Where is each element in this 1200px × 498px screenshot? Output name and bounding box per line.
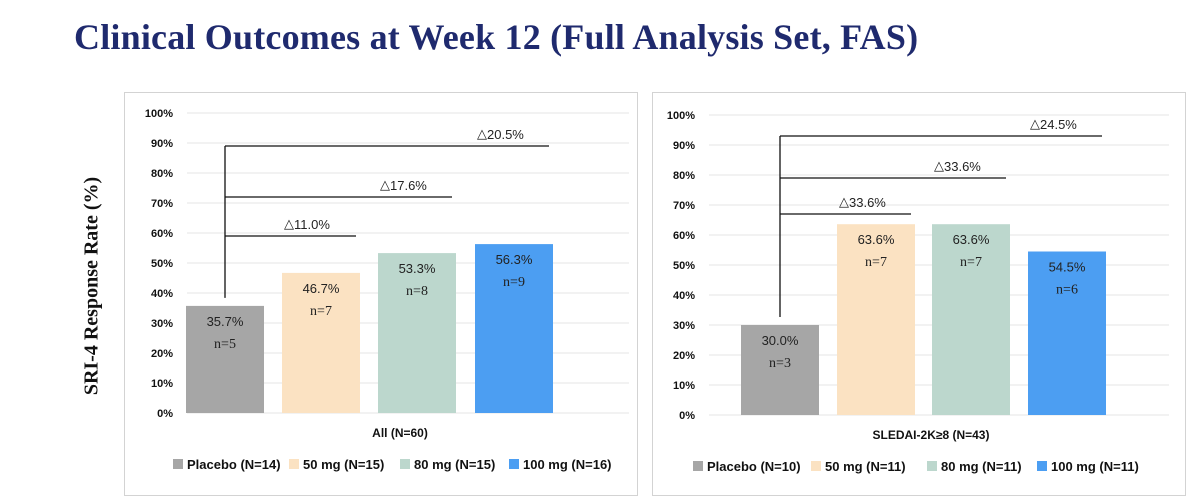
sledai-x-axis-label: SLEDAI-2K≥8 (N=43) [873, 428, 990, 442]
page-title: Clinical Outcomes at Week 12 (Full Analy… [74, 17, 919, 57]
all-value-label: 53.3% [399, 261, 436, 276]
sledai-n-label: n=7 [960, 255, 982, 270]
sledai-legend-label: 100 mg (N=11) [1051, 459, 1139, 474]
all-bar-80mg [378, 253, 456, 413]
all-legend-swatch [400, 459, 410, 469]
all-delta-label: 17.6% [390, 178, 427, 193]
sledai-legend-swatch [1037, 461, 1047, 471]
sledai-y-tick-label: 70% [673, 200, 695, 212]
all-y-tick-label: 20% [151, 348, 173, 360]
sledai-y-tick-label: 10% [673, 380, 695, 392]
all-x-axis-label: All (N=60) [372, 426, 428, 440]
all-legend-swatch [509, 459, 519, 469]
sledai-bar-placebo [741, 325, 819, 415]
all-bar-50mg [282, 272, 360, 413]
sledai-y-tick-label: 0% [679, 410, 695, 422]
all-n-label: n=9 [503, 275, 525, 290]
all-bar-100mg [475, 244, 553, 413]
sledai-legend-label: 50 mg (N=11) [825, 459, 906, 474]
all-value-label: 56.3% [496, 252, 533, 267]
sledai-delta-label: 24.5% [1040, 117, 1077, 132]
sledai-delta-label: 33.6% [849, 195, 886, 210]
all-n-label: n=7 [310, 304, 332, 319]
sledai-y-tick-label: 100% [667, 110, 695, 122]
all-y-tick-label: 100% [145, 108, 173, 120]
sledai-n-label: n=6 [1056, 283, 1078, 298]
all-n-label: n=5 [214, 337, 236, 352]
sledai-value-label: 63.6% [953, 232, 990, 247]
sledai-delta-icon: △ [1030, 116, 1040, 131]
all-y-tick-label: 40% [151, 288, 173, 300]
sledai-legend-swatch [927, 461, 937, 471]
all-y-tick-label: 30% [151, 318, 173, 330]
sledai-bar-100mg [1028, 251, 1106, 415]
sledai-y-tick-label: 60% [673, 230, 695, 242]
sledai-y-tick-label: 20% [673, 350, 695, 362]
all-value-label: 46.7% [303, 281, 340, 296]
y-axis-title: SRI-4 Response Rate (%) [80, 176, 103, 396]
all-y-tick-label: 80% [151, 168, 173, 180]
all-delta-label: 11.0% [294, 217, 330, 232]
sledai-y-tick-label: 80% [673, 170, 695, 182]
sledai-y-tick-label: 40% [673, 290, 695, 302]
all-delta-icon: △ [284, 216, 294, 231]
all-legend-label: Placebo (N=14) [187, 457, 281, 472]
sledai-legend-label: 80 mg (N=11) [941, 459, 1022, 474]
sledai-legend-swatch [811, 461, 821, 471]
sledai-delta-label: 33.6% [944, 159, 981, 174]
all-n-label: n=8 [406, 284, 428, 299]
sledai-value-label: 30.0% [762, 333, 799, 348]
all-y-tick-label: 50% [151, 258, 173, 270]
all-y-tick-label: 70% [151, 198, 173, 210]
all-y-tick-label: 60% [151, 228, 173, 240]
sledai-y-tick-label: 30% [673, 320, 695, 332]
all-legend-label: 50 mg (N=15) [303, 457, 384, 472]
sledai-delta-icon: △ [839, 194, 849, 209]
sledai-legend-swatch [693, 461, 703, 471]
chart-panel-all: 0% 10% 20% 30% 40% 50% 60% 70% 80% 90% 100% 35.7% n=… [124, 92, 638, 496]
all-y-tick-label: 10% [151, 378, 173, 390]
chart-panel-sledai: 0% 10% 20% 30% 40% 50% 60% 70% 80% 90% 100% 30.0% n=… [652, 92, 1186, 496]
sledai-value-label: 63.6% [858, 232, 895, 247]
all-delta-icon: △ [477, 126, 487, 141]
all-legend-swatch [173, 459, 183, 469]
sledai-y-tick-label: 90% [673, 140, 695, 152]
all-legend-swatch [289, 459, 299, 469]
sledai-n-label: n=7 [865, 255, 887, 270]
sledai-bar-80mg [932, 224, 1010, 415]
sledai-bar-50mg [837, 224, 915, 415]
all-y-tick-label: 90% [151, 138, 173, 150]
all-value-label: 35.7% [207, 314, 244, 329]
sledai-y-tick-label: 50% [673, 260, 695, 272]
sledai-delta-icon: △ [934, 158, 944, 173]
sledai-value-label: 54.5% [1049, 260, 1086, 275]
all-legend-label: 100 mg (N=16) [523, 457, 612, 472]
chart-sledai-svg: 0% 10% 20% 30% 40% 50% 60% 70% 80% 90% 100% 30.0% n=… [667, 110, 1169, 474]
all-delta-label: 20.5% [487, 127, 524, 142]
all-y-tick-label: 0% [157, 408, 173, 420]
chart-all-svg: 0% 10% 20% 30% 40% 50% 60% 70% 80% 90% 100% 35.7% n=… [145, 108, 629, 472]
all-delta-icon: △ [380, 177, 390, 192]
all-legend-label: 80 mg (N=15) [414, 457, 495, 472]
sledai-n-label: n=3 [769, 356, 791, 371]
sledai-legend-label: Placebo (N=10) [707, 459, 801, 474]
all-bar-placebo [186, 305, 264, 413]
